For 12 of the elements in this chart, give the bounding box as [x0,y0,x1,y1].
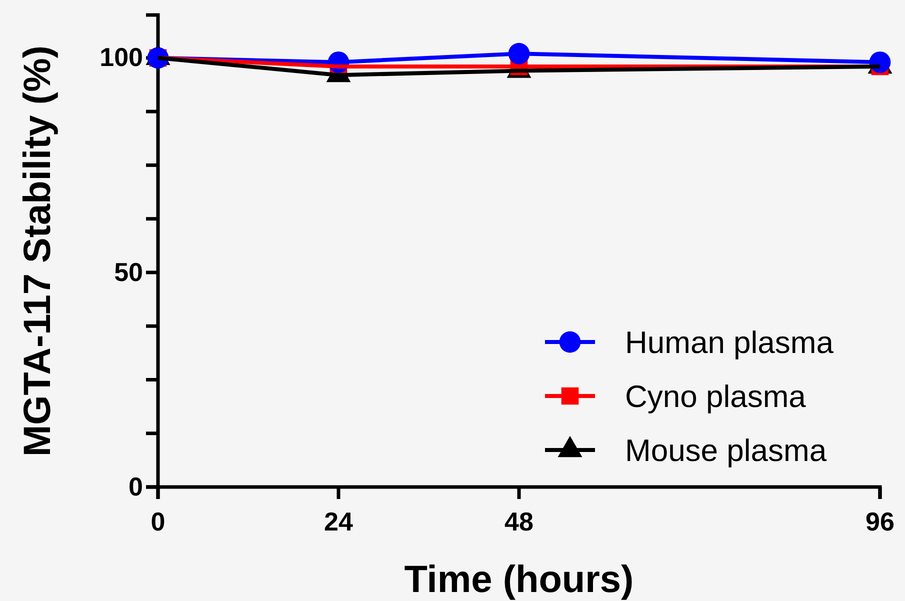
x-tick-label: 0 [150,506,166,537]
x-tick-label: 24 [324,506,354,537]
y-axis-title: MGTA-117 Stability (%) [17,45,59,457]
legend-label: Human plasma [625,324,834,360]
x-tick-label: 96 [866,506,894,537]
x-tick-label: 48 [504,506,534,537]
x-axis-title: Time (hours) [404,559,634,601]
y-tick-label: 0 [128,471,143,502]
legend-label: Mouse plasma [625,432,828,468]
y-tick-label: 100 [100,42,143,72]
legend-label: Cyno plasma [625,378,807,414]
y-tick-label: 50 [114,256,143,287]
